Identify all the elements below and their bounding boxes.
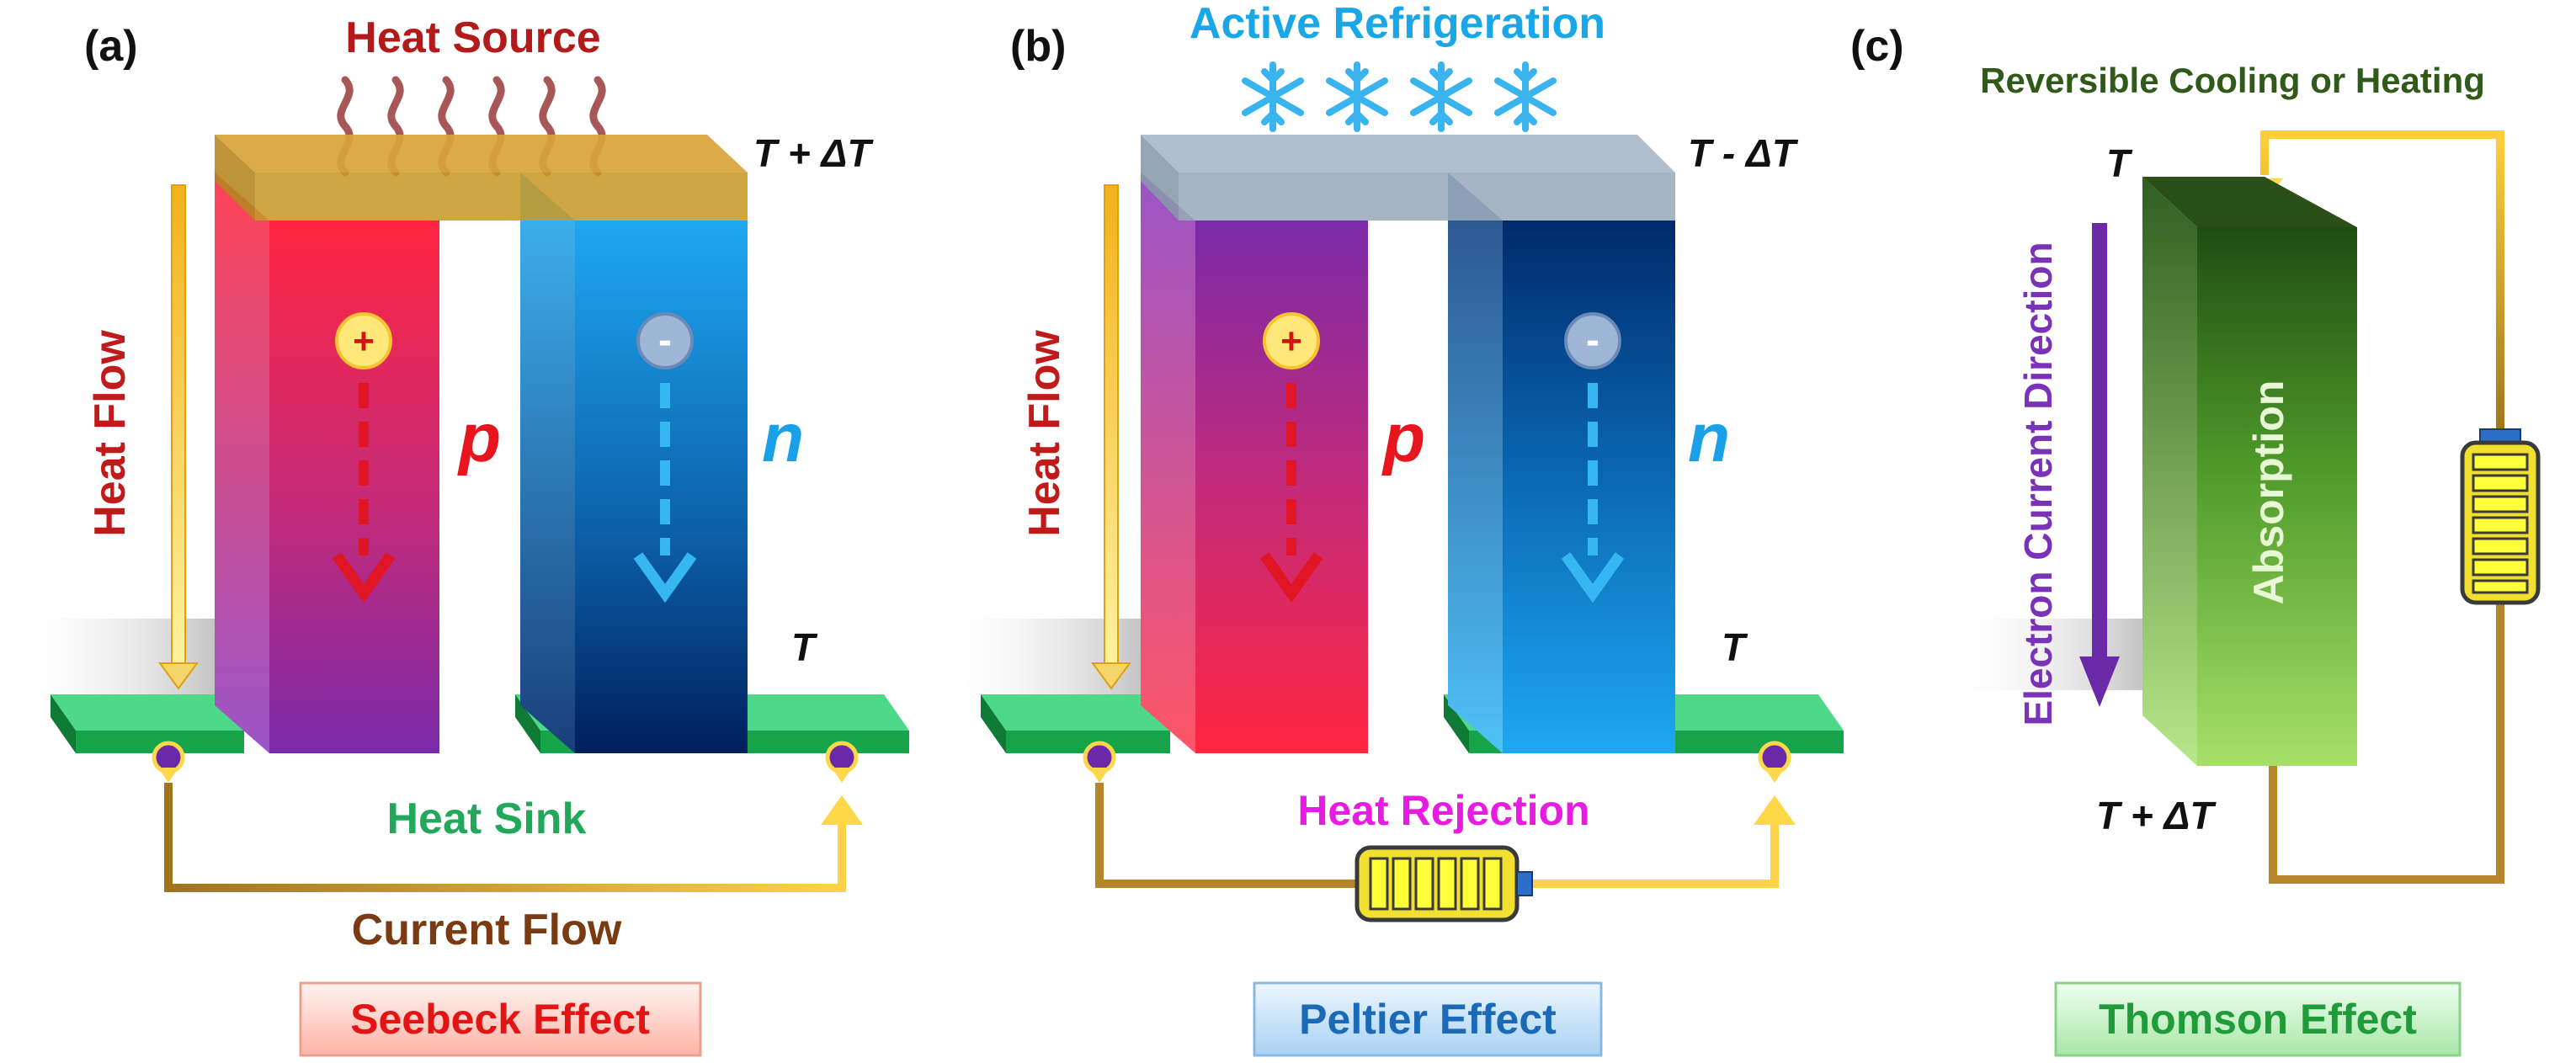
- temp-ref-label-b: T: [1722, 625, 1748, 669]
- absorption-label: Absorption: [2245, 380, 2292, 605]
- svg-text:+: +: [353, 321, 375, 362]
- n-type-label-b: n: [1688, 400, 1730, 476]
- seebeck-effect-box: Seebeck Effect: [299, 981, 702, 1057]
- active-refrigeration-label: Active Refrigeration: [1190, 0, 1605, 48]
- n-type-leg: [520, 173, 748, 753]
- plus-charge-icon-b: +: [1263, 312, 1320, 369]
- battery-icon-c: [2460, 428, 2541, 605]
- terminal-left-icon: [152, 741, 185, 783]
- current-flow-label: Current Flow: [352, 906, 622, 954]
- seebeck-effect-label: Seebeck Effect: [350, 996, 650, 1043]
- n-carrier-arrow: [633, 383, 697, 603]
- panel-a: (a) Heat Source: [8, 13, 909, 1057]
- terminal-left-icon-b: [1083, 741, 1116, 783]
- temp-top-label: T: [2106, 141, 2133, 185]
- p-carrier-arrow: [332, 383, 396, 603]
- n-type-leg-b: [1448, 173, 1675, 753]
- panel-b: (b) Active Refrigeration: [934, 0, 1844, 1057]
- heat-rejection-label: Heat Rejection: [1297, 787, 1589, 834]
- electron-direction-arrow: [2079, 223, 2120, 707]
- p-type-leg-b: [1141, 173, 1368, 753]
- heat-flow-arrow-b: [1091, 184, 1131, 690]
- temp-hot-label: T + ΔT: [753, 131, 874, 175]
- heat-flow-label: Heat Flow: [86, 330, 135, 537]
- current-wire: [164, 783, 863, 892]
- plus-charge-icon: +: [335, 312, 392, 369]
- thomson-effect-box: Thomson Effect: [2054, 981, 2462, 1057]
- cold-plate: [1141, 135, 1675, 221]
- peltier-effect-box: Peltier Effect: [1253, 981, 1603, 1057]
- heat-flow-label-b: Heat Flow: [1020, 330, 1069, 537]
- current-wire-b: [1095, 783, 1796, 888]
- reversible-label: Reversible Cooling or Heating: [1980, 61, 2485, 100]
- p-type-label-b: p: [1381, 400, 1425, 476]
- temp-cold-label: T: [791, 625, 818, 669]
- n-carrier-arrow-b: [1561, 383, 1625, 603]
- minus-charge-icon: -: [636, 312, 694, 369]
- p-type-label: p: [457, 400, 501, 476]
- panel-b-letter: (b): [1010, 22, 1066, 71]
- battery-icon-b: [1355, 845, 1533, 922]
- p-carrier-arrow-b: [1259, 383, 1323, 603]
- temp-cold-label-b: T - ΔT: [1688, 131, 1799, 175]
- thomson-conductor-bar: [2142, 177, 2357, 766]
- electron-direction-label: Electron Current Direction: [2016, 242, 2060, 725]
- panel-a-shadow: [8, 619, 219, 711]
- heat-sink-left: [51, 694, 244, 753]
- heat-sink-left-b: [981, 694, 1170, 753]
- temp-bottom-label: T + ΔT: [2096, 794, 2217, 837]
- terminal-right-icon-b: [1758, 741, 1791, 783]
- panel-a-letter: (a): [84, 22, 138, 71]
- thomson-effect-label: Thomson Effect: [2099, 996, 2417, 1043]
- heat-source-label: Heat Source: [345, 13, 600, 62]
- peltier-effect-label: Peltier Effect: [1299, 996, 1557, 1043]
- heat-flow-arrow: [158, 184, 199, 690]
- terminal-right-icon: [825, 741, 859, 783]
- panel-c-letter: (c): [1850, 22, 1904, 71]
- svg-text:-: -: [1586, 318, 1599, 363]
- n-type-label: n: [762, 400, 804, 476]
- svg-text:-: -: [658, 318, 672, 363]
- panel-b-shadow: [934, 619, 1145, 711]
- heat-sink-label: Heat Sink: [387, 795, 587, 843]
- svg-text:+: +: [1280, 321, 1302, 362]
- panel-c: (c) Reversible Cooling or Heating Absorp…: [1850, 22, 2541, 1057]
- snowflake-icons: [1242, 61, 1557, 132]
- minus-charge-icon-b: -: [1564, 312, 1621, 369]
- heat-source-plate: [215, 135, 748, 221]
- p-type-leg: [215, 173, 439, 753]
